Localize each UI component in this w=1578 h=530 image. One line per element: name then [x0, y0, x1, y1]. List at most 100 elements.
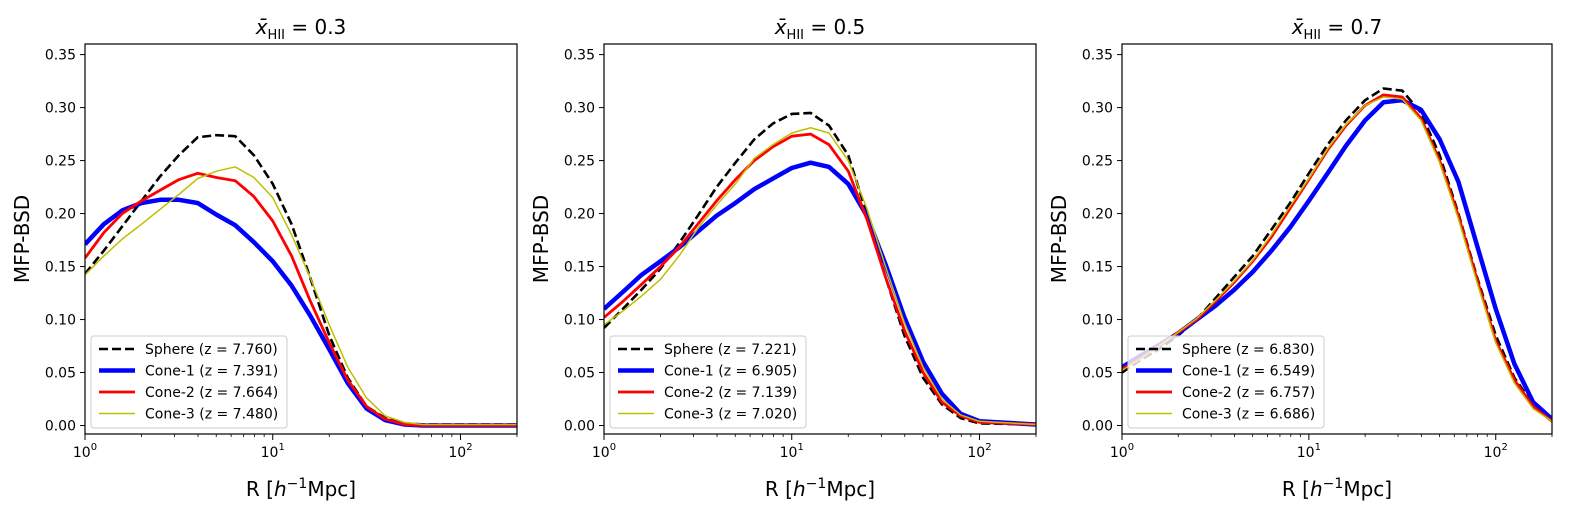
y-axis-label: MFP-BSD — [529, 195, 553, 283]
series-line-4 — [85, 166, 517, 426]
y-tick-label: 0.30 — [45, 101, 76, 117]
legend: Sphere (z = 7.221) Cone-1 (z = 6.905) Cone… — [609, 335, 807, 429]
legend-label-4: Cone-3 (z = 6.686) — [1182, 407, 1315, 423]
legend-label-2: Cone-1 (z = 6.905) — [664, 364, 797, 380]
x-label-text: R [ — [1282, 477, 1310, 501]
y-tick-label: 0.35 — [564, 48, 595, 64]
x-tick-base: 10 — [261, 445, 279, 461]
x-tick-base: 10 — [73, 445, 91, 461]
y-tick-label: 0.15 — [1082, 260, 1113, 276]
x-tick-base: 10 — [592, 445, 610, 461]
x-tick-exponent: 2 — [1501, 442, 1507, 453]
x-tick-base: 10 — [780, 445, 798, 461]
series-line-3 — [85, 171, 517, 427]
x-label-end: Mpc] — [1343, 477, 1392, 501]
series-line-4 — [604, 126, 1036, 426]
y-tick-label: 0.00 — [1082, 419, 1113, 435]
series-group — [604, 111, 1036, 427]
y-tick-label: 0.10 — [564, 313, 595, 329]
series-line-3 — [604, 132, 1036, 426]
x-tick-label: 101 — [261, 442, 285, 461]
series-group — [85, 133, 517, 428]
series-line-1 — [1122, 87, 1552, 422]
series-line-2 — [604, 160, 1036, 427]
x-tick-exponent: 1 — [1315, 442, 1321, 453]
legend-label-1: Sphere (z = 7.760) — [145, 342, 278, 358]
legend-box — [90, 335, 288, 429]
x-tick-label: 102 — [967, 442, 991, 461]
x-tick-label: 100 — [592, 442, 616, 461]
title-subscript: HII — [268, 28, 285, 43]
x-label-text: R [ — [246, 477, 274, 501]
title-value: = 0.3 — [285, 15, 346, 39]
panel-title: x̄HII = 0.5 — [774, 15, 866, 43]
y-tick-label: 0.20 — [1082, 207, 1113, 223]
legend-label-1: Sphere (z = 7.221) — [664, 342, 797, 358]
y-axis-label: MFP-BSD — [1047, 195, 1071, 283]
legend-label-2: Cone-1 (z = 7.391) — [145, 364, 278, 380]
x-tick-exponent: 1 — [278, 442, 284, 453]
legend: Sphere (z = 6.830) Cone-1 (z = 6.549) Cone… — [1127, 335, 1325, 429]
x-label-unit: h — [793, 477, 806, 501]
x-label-end: Mpc] — [826, 477, 875, 501]
axes-frame — [84, 43, 518, 435]
y-tick-label: 0.20 — [564, 207, 595, 223]
x-tick-base: 10 — [967, 445, 985, 461]
y-tick-label: 0.35 — [45, 48, 76, 64]
y-tick-label: 0.25 — [564, 154, 595, 170]
x-label-text: R [ — [765, 477, 793, 501]
x-tick-exponent: 0 — [91, 442, 97, 453]
x-axis-label: R [h−1Mpc] — [1282, 476, 1392, 501]
title-subscript: HII — [1304, 28, 1321, 43]
legend-label-4: Cone-3 (z = 7.020) — [664, 407, 797, 423]
legend-label-4: Cone-3 (z = 7.480) — [145, 407, 278, 423]
legend-label-2: Cone-1 (z = 6.549) — [1182, 364, 1315, 380]
legend-label-3: Cone-2 (z = 6.757) — [1182, 385, 1315, 401]
x-tick-exponent: 2 — [466, 442, 472, 453]
x-tick-exponent: 2 — [985, 442, 991, 453]
x-label-unit: h — [1310, 477, 1323, 501]
title-value: = 0.5 — [804, 15, 865, 39]
legend-label-1: Sphere (z = 6.830) — [1182, 342, 1315, 358]
legend-box — [1127, 335, 1325, 429]
axes-frame — [1121, 43, 1553, 435]
x-tick-label: 100 — [73, 442, 97, 461]
x-tick-label: 100 — [1110, 442, 1134, 461]
legend: Sphere (z = 7.760) Cone-1 (z = 7.391) Cone… — [90, 335, 288, 429]
x-tick-label: 102 — [1484, 442, 1508, 461]
x-tick-base: 10 — [448, 445, 466, 461]
x-axis-label: R [h−1Mpc] — [765, 476, 875, 501]
x-tick-exponent: 0 — [1128, 442, 1134, 453]
x-tick-label: 101 — [1297, 442, 1321, 461]
x-label-unit: h — [274, 477, 287, 501]
y-tick-label: 0.05 — [1082, 366, 1113, 382]
series-line-4 — [1122, 96, 1552, 422]
y-tick-label: 0.00 — [45, 419, 76, 435]
x-tick-label: 102 — [448, 442, 472, 461]
legend-box — [609, 335, 807, 429]
title-symbol: x̄ — [1291, 15, 1304, 39]
legend-label-3: Cone-2 (z = 7.664) — [145, 385, 278, 401]
y-tick-label: 0.35 — [1082, 48, 1113, 64]
y-tick-label: 0.15 — [564, 260, 595, 276]
x-label-exponent: −1 — [1323, 476, 1344, 492]
axes-frame — [603, 43, 1037, 435]
x-tick-base: 10 — [1484, 445, 1502, 461]
y-tick-label: 0.25 — [1082, 154, 1113, 170]
legend-label-3: Cone-2 (z = 7.139) — [664, 385, 797, 401]
x-tick-exponent: 1 — [797, 442, 803, 453]
y-tick-label: 0.15 — [45, 260, 76, 276]
y-tick-label: 0.00 — [564, 419, 595, 435]
panel-title: x̄HII = 0.7 — [1291, 15, 1383, 43]
x-tick-exponent: 0 — [610, 442, 616, 453]
x-label-exponent: −1 — [287, 476, 308, 492]
y-tick-label: 0.10 — [45, 313, 76, 329]
x-label-exponent: −1 — [806, 476, 827, 492]
title-symbol: x̄ — [774, 15, 787, 39]
title-value: = 0.7 — [1321, 15, 1382, 39]
series-group — [1122, 87, 1552, 423]
